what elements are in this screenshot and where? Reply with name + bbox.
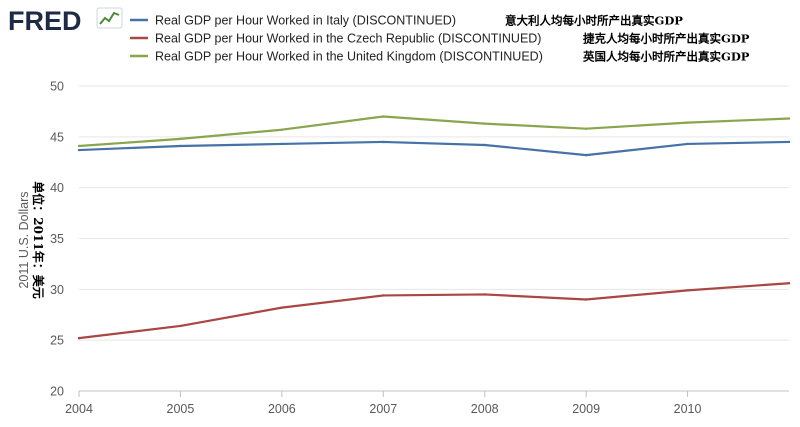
data-point-s2-2011 bbox=[787, 282, 791, 285]
chart-legend: Real GDP per Hour Worked in Italy (DISCO… bbox=[130, 14, 750, 64]
x-tick-label-2005: 2005 bbox=[167, 402, 195, 416]
data-point-s1-2009 bbox=[584, 153, 588, 157]
x-tick-label-2010: 2010 bbox=[674, 402, 702, 416]
data-point-s3-2005 bbox=[179, 137, 182, 141]
data-point-s3-2008 bbox=[483, 122, 486, 125]
y-tick-label-25: 25 bbox=[50, 334, 64, 348]
x-tick-label-2009: 2009 bbox=[572, 402, 600, 416]
fred-logo: FRED bbox=[8, 6, 123, 36]
data-point-s1-2004 bbox=[77, 148, 81, 152]
y-axis-label: 2011 U.S. Dollars bbox=[17, 191, 31, 288]
data-point-s2-2008 bbox=[483, 293, 486, 296]
data-point-s1-2010 bbox=[686, 142, 689, 146]
fred-logo-text: FRED bbox=[8, 6, 82, 36]
y-tick-label-30: 30 bbox=[50, 283, 64, 297]
series-line-2 bbox=[77, 282, 791, 340]
legend-label-cn-3: 英国人均每小时所产出真实GDP bbox=[582, 50, 750, 64]
gridlines bbox=[79, 85, 789, 392]
y-tick-label-40: 40 bbox=[50, 181, 64, 195]
data-point-s3-2011 bbox=[787, 117, 791, 120]
data-point-s1-2007 bbox=[382, 140, 385, 144]
series-line-3 bbox=[77, 115, 791, 148]
data-point-s2-2010 bbox=[686, 289, 689, 292]
data-point-s3-2006 bbox=[280, 128, 284, 131]
data-point-s2-2006 bbox=[280, 306, 284, 309]
data-point-s3-2004 bbox=[77, 144, 81, 148]
legend-label-1: Real GDP per Hour Worked in Italy (DISCO… bbox=[155, 14, 456, 28]
data-point-s1-2008 bbox=[483, 143, 486, 147]
legend-label-cn-1: 意大利人均每小时所产出真实GDP bbox=[505, 14, 683, 28]
data-point-s1-2011 bbox=[787, 140, 791, 144]
data-point-s2-2007 bbox=[382, 294, 385, 297]
y-tick-label-20: 20 bbox=[50, 385, 64, 399]
x-tick-label-2004: 2004 bbox=[65, 402, 93, 416]
legend-label-cn-2: 捷克人均每小时所产出真实GDP bbox=[583, 32, 750, 46]
y-axis-title: 2011 U.S. Dollars 单位：2011年：美元 bbox=[17, 181, 46, 298]
data-point-s2-2009 bbox=[584, 298, 588, 301]
chart-icon bbox=[96, 7, 123, 29]
y-axis-label-cn: 单位：2011年：美元 bbox=[31, 181, 46, 298]
data-point-s1-2005 bbox=[179, 144, 182, 148]
x-tick-label-2006: 2006 bbox=[268, 402, 296, 416]
data-point-s3-2007 bbox=[382, 115, 385, 118]
data-point-s1-2006 bbox=[280, 142, 284, 146]
series-line-1 bbox=[77, 140, 791, 157]
y-tick-label-35: 35 bbox=[50, 232, 64, 246]
x-tick-label-2007: 2007 bbox=[369, 402, 397, 416]
y-tick-label-50: 50 bbox=[50, 80, 64, 94]
x-axis: 2004 2005 2006 2007 2008 2009 2010 bbox=[65, 390, 789, 416]
data-point-s2-2005 bbox=[179, 324, 182, 328]
y-axis: 20 25 30 35 40 45 50 bbox=[50, 80, 64, 399]
data-point-s2-2004 bbox=[77, 336, 81, 340]
series-layer bbox=[77, 115, 791, 340]
data-point-s3-2010 bbox=[686, 121, 689, 124]
y-tick-label-45: 45 bbox=[50, 130, 64, 144]
data-point-s3-2009 bbox=[584, 127, 588, 130]
legend-label-2: Real GDP per Hour Worked in the Czech Re… bbox=[155, 32, 541, 46]
x-tick-label-2008: 2008 bbox=[471, 402, 499, 416]
legend-label-3: Real GDP per Hour Worked in the United K… bbox=[155, 50, 543, 64]
